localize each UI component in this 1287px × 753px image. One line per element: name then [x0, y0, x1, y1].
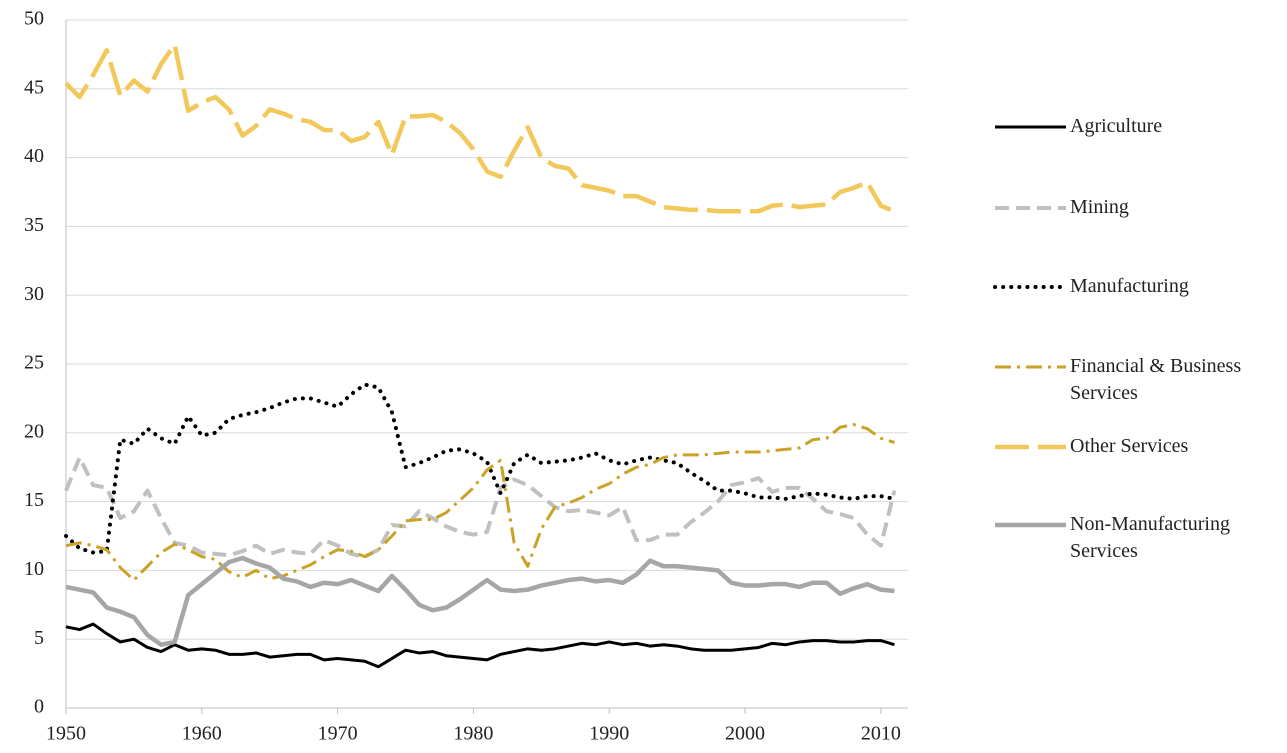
- legend-swatch: [995, 444, 1066, 450]
- y-tick-label: 25: [24, 352, 44, 374]
- legend-label: Manufacturing: [1070, 275, 1189, 297]
- y-tick-label: 35: [24, 214, 44, 236]
- legend-entry: Agriculture: [992, 113, 1285, 140]
- legend-swatch: [995, 125, 1066, 129]
- series-line: [65, 555, 895, 647]
- x-tick-label: 2010: [861, 723, 901, 745]
- y-tick-label: 20: [24, 420, 44, 442]
- legend-entry: Mining: [992, 194, 1285, 221]
- legend-entry: Other Services: [992, 433, 1285, 460]
- y-tick-label: 5: [34, 627, 44, 649]
- legend-label: Agriculture: [1070, 115, 1163, 137]
- legend-entry: Financial & Business Services: [992, 353, 1285, 407]
- y-tick-label: 45: [24, 76, 44, 98]
- series-line: [64, 455, 897, 559]
- series-line: [64, 382, 897, 555]
- y-tick-label: 10: [24, 558, 44, 580]
- legend-entry: Non-Manufacturing Services: [992, 511, 1285, 565]
- x-tick-label: 1950: [46, 723, 86, 745]
- legend-label: Mining: [1070, 196, 1129, 218]
- chart: 0 5 10 15 20 25 30 35 40 45 50 1950 1960 1970 1980 1990…: [24, 8, 908, 745]
- legend-label: Other Services: [1070, 435, 1189, 457]
- legend-label: Non-Manufacturing Services: [1070, 513, 1230, 562]
- y-tick-label: 0: [34, 696, 44, 718]
- x-tick-label: 1990: [589, 723, 629, 745]
- x-tick-label: 2000: [725, 723, 765, 745]
- x-tick-label: 1980: [453, 723, 493, 745]
- x-tick-label: 1970: [318, 723, 358, 745]
- series-line: [65, 423, 895, 582]
- y-tick-label: 15: [24, 489, 44, 511]
- legend-swatch: [993, 285, 1068, 289]
- x-tick-label: 1960: [182, 723, 222, 745]
- y-tick-label: 30: [24, 283, 44, 305]
- series-line: [64, 42, 896, 214]
- legend-label: Financial & Business Services: [1070, 355, 1242, 404]
- legend-entry: Manufacturing: [992, 273, 1285, 300]
- y-tick-label: 40: [24, 145, 44, 167]
- y-tick-label: 50: [24, 8, 44, 30]
- series-line: [65, 622, 895, 669]
- legend-swatch: [995, 365, 1066, 369]
- legend-swatch: [995, 206, 1066, 210]
- legend-swatch: [995, 522, 1066, 528]
